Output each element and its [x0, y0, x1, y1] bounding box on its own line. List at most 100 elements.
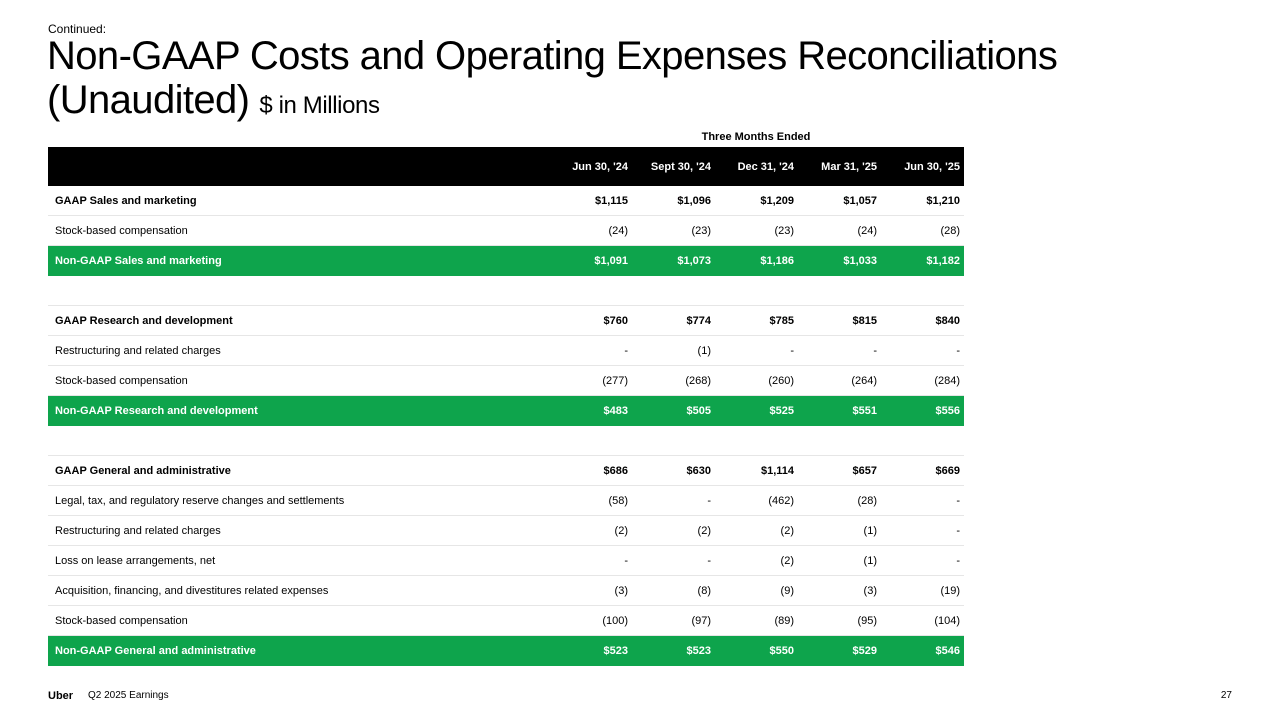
row-label: Stock-based compensation	[55, 224, 188, 237]
value-cell: -	[956, 494, 960, 507]
value-cell: $529	[852, 645, 877, 657]
value-cell: $523	[603, 645, 628, 657]
value-cell: -	[624, 554, 628, 567]
value-cell: (1)	[863, 524, 877, 537]
value-cell: -	[956, 554, 960, 567]
row-label: GAAP Sales and marketing	[55, 194, 197, 207]
section-spacer	[48, 426, 964, 456]
row-label: GAAP Research and development	[55, 314, 233, 327]
value-cell: $1,091	[594, 255, 628, 267]
value-cell: -	[956, 344, 960, 357]
column-header: Mar 31, '25	[821, 160, 877, 173]
non-gaap-total-row: Non-GAAP General and administrative $523 $…	[48, 636, 964, 666]
table-row: Restructuring and related charges - (1) - - -	[48, 336, 964, 366]
value-cell: (100)	[602, 614, 628, 627]
table-row: Restructuring and related charges (2) (2) (…	[48, 516, 964, 546]
page-number: 27	[1220, 690, 1232, 701]
value-cell: (97)	[691, 614, 711, 627]
value-cell: (9)	[780, 584, 794, 597]
row-label: Legal, tax, and regulatory reserve chang…	[55, 494, 345, 507]
value-cell: (268)	[685, 374, 711, 387]
value-cell: $1,186	[760, 255, 794, 267]
row-label: Loss on lease arrangements, net	[55, 554, 216, 567]
value-cell: (23)	[774, 224, 794, 237]
row-label: Non-GAAP Research and development	[55, 405, 258, 417]
value-cell: (260)	[768, 374, 794, 387]
value-cell: (2)	[780, 554, 794, 567]
value-cell: $1,115	[594, 194, 628, 207]
table-row: Stock-based compensation (277) (268) (260) (…	[48, 366, 964, 396]
table-body: GAAP Sales and marketing $1,115 $1,096 $1,2…	[48, 186, 964, 666]
table-row: Legal, tax, and regulatory reserve chang…	[48, 486, 964, 516]
value-cell: (264)	[851, 374, 877, 387]
section-spacer	[48, 276, 964, 306]
value-cell: $785	[769, 314, 794, 327]
value-cell: $505	[686, 405, 711, 417]
value-cell: $1,182	[926, 255, 960, 267]
value-cell: -	[873, 344, 877, 357]
value-cell: $630	[686, 464, 711, 477]
row-label: Stock-based compensation	[55, 374, 188, 387]
units-label: $ in Millions	[259, 92, 380, 119]
table-row: Loss on lease arrangements, net - - (2) (1) -	[48, 546, 964, 576]
reconciliation-table: Jun 30, '24 Sept 30, '24 Dec 31, '24 Mar…	[48, 147, 964, 666]
value-cell: $1,096	[677, 194, 711, 207]
value-cell: $525	[769, 405, 794, 417]
non-gaap-total-row: Non-GAAP Research and development $483 $50…	[48, 396, 964, 426]
value-cell: (1)	[863, 554, 877, 567]
value-cell: $1,073	[677, 255, 711, 267]
row-label: Restructuring and related charges	[55, 524, 221, 537]
value-cell: (3)	[614, 584, 628, 597]
title-text: Non-GAAP Costs and Operating Expenses Re…	[47, 34, 1058, 122]
value-cell: (28)	[940, 224, 960, 237]
column-header: Sept 30, '24	[650, 160, 711, 173]
period-caption: Three Months Ended	[701, 131, 811, 143]
value-cell: $551	[852, 405, 877, 417]
value-cell: $556	[935, 405, 960, 417]
column-header: Jun 30, '25	[904, 160, 960, 173]
value-cell: $815	[852, 314, 877, 327]
value-cell: (284)	[934, 374, 960, 387]
column-header: Jun 30, '24	[572, 160, 628, 173]
brand-logo: Uber	[48, 690, 74, 702]
value-cell: (95)	[857, 614, 877, 627]
value-cell: $523	[686, 645, 711, 657]
value-cell: -	[624, 344, 628, 357]
value-cell: (2)	[697, 524, 711, 537]
value-cell: $483	[603, 405, 628, 417]
row-label: Non-GAAP General and administrative	[55, 645, 256, 657]
value-cell: $669	[935, 464, 960, 477]
table-row: Stock-based compensation (24) (23) (23) (24)…	[48, 216, 964, 246]
value-cell: $1,114	[760, 464, 794, 477]
non-gaap-total-row: Non-GAAP Sales and marketing $1,091 $1,073…	[48, 246, 964, 276]
value-cell: (462)	[768, 494, 794, 507]
value-cell: $1,210	[926, 194, 960, 207]
value-cell: (23)	[691, 224, 711, 237]
value-cell: (1)	[697, 344, 711, 357]
value-cell: $760	[603, 314, 628, 327]
value-cell: $1,209	[760, 194, 794, 207]
value-cell: $550	[769, 645, 794, 657]
table-header-row: Jun 30, '24 Sept 30, '24 Dec 31, '24 Mar…	[48, 147, 964, 186]
value-cell: $1,057	[843, 194, 877, 207]
value-cell: -	[707, 494, 711, 507]
gaap-row: GAAP Research and development $760 $774 $78…	[48, 306, 964, 336]
row-label: Restructuring and related charges	[55, 344, 221, 357]
value-cell: (2)	[780, 524, 794, 537]
value-cell: $546	[935, 645, 960, 657]
value-cell: (89)	[774, 614, 794, 627]
value-cell: (104)	[934, 614, 960, 627]
value-cell: $774	[686, 314, 711, 327]
row-label: Non-GAAP Sales and marketing	[55, 255, 222, 267]
gaap-row: GAAP General and administrative $686 $630 $…	[48, 456, 964, 486]
value-cell: (8)	[697, 584, 711, 597]
footer-subtitle: Q2 2025 Earnings	[88, 690, 169, 701]
value-cell: -	[956, 524, 960, 537]
row-label: GAAP General and administrative	[55, 464, 231, 477]
row-label: Stock-based compensation	[55, 614, 188, 627]
value-cell: -	[790, 344, 794, 357]
row-label: Acquisition, financing, and divestitures…	[55, 584, 329, 597]
table-row: Stock-based compensation (100) (97) (89) (95…	[48, 606, 964, 636]
value-cell: (19)	[940, 584, 960, 597]
continued-label: Continued:	[48, 22, 107, 36]
